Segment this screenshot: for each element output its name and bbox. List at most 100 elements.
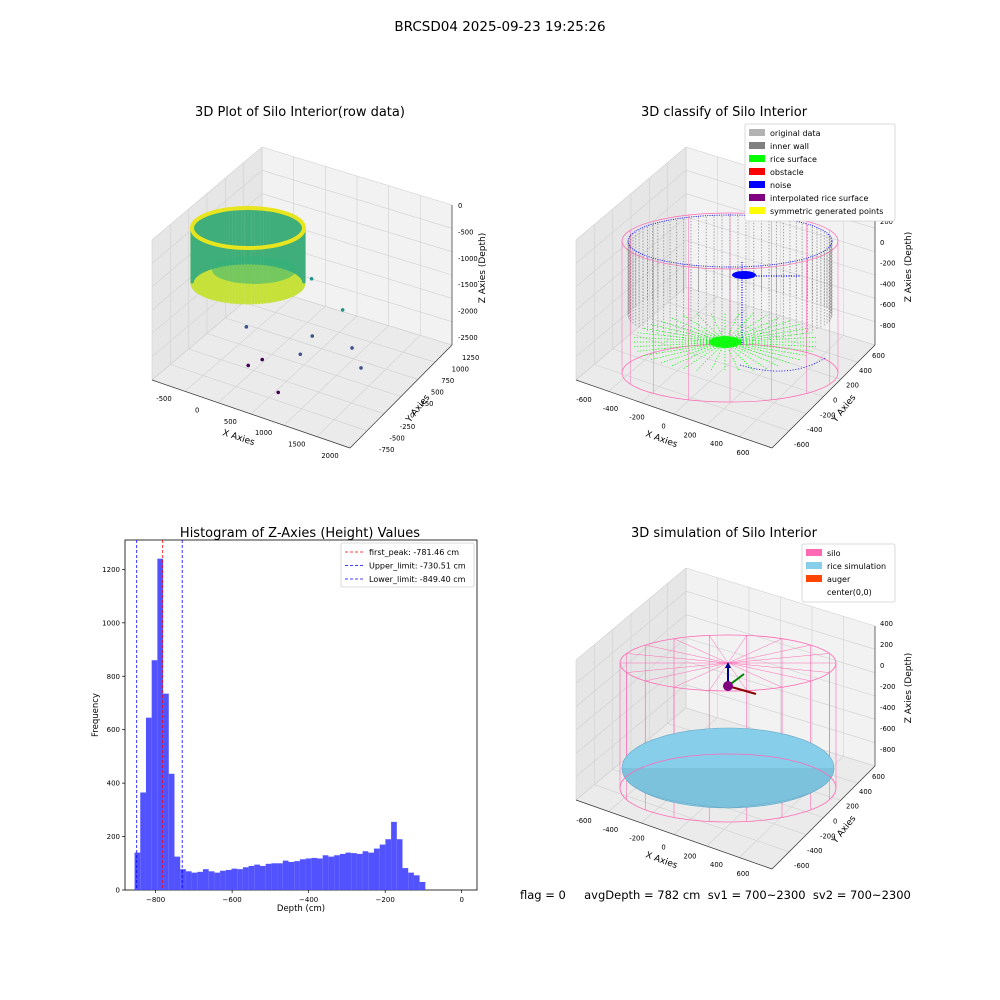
classify-legend-entry-swatch [749,129,765,136]
sim-y-tick: -600 [794,862,809,870]
raw-x-tick: -500 [156,395,171,403]
raw-outlier-point [298,352,303,357]
grid-line [685,286,876,346]
raw-z-tick: 0 [458,202,462,210]
raw-x-tick: 2000 [321,452,338,460]
grid-line [575,146,687,241]
grid-line [243,302,436,363]
classify-legend-entry-swatch [749,168,765,175]
classify-surface-center [709,336,741,348]
classify-y-tick: -600 [794,441,809,449]
classify-noise-rim [627,214,833,268]
sim-legend-entry-label: center(0,0) [827,588,872,597]
classify-surface-point [724,341,791,364]
raw-outlier-point [246,363,251,368]
classify-x-tick: 400 [710,440,723,448]
sim-z-tick: -200 [880,683,895,691]
sim-x-tick: -600 [576,817,591,825]
sim-tick-labels: -600-400-2000200400600-600-400-200020040… [576,620,895,878]
classify-legend-entry-label: obstacle [770,168,804,177]
hist-bar [351,853,357,890]
classify-tick-labels: -600-400-2000200400600-600-400-200020040… [576,218,895,457]
hist-bar [151,660,158,890]
hist-bar [231,868,238,890]
classify-legend-entry-label: interpolated rice surface [770,194,868,203]
hist-bar [145,717,152,890]
sim-center-marker [723,681,733,691]
raw-y-tick: -750 [379,446,394,454]
classify-surface-point [710,312,726,343]
sim-z-tick: 200 [880,641,893,649]
sim-legend-entry-swatch [806,588,822,595]
grid-line [575,170,687,264]
hist-x-tick-label: −600 [223,896,242,904]
classify-zlabel: Z Axies (Depth) [904,232,914,303]
classify-y-tick: -400 [807,426,822,434]
hist-y-tick-label: 400 [107,780,120,788]
raw-top-rim [190,206,306,250]
sim-silo-spoke [727,662,747,691]
sim-silo-spoke [626,653,729,664]
hist-y-tick-label: 800 [107,673,120,681]
classify-legend-entry-label: rice surface [770,155,817,164]
raw-y-tick: 500 [431,389,444,397]
hist-bar [277,863,283,890]
classify-surface-point [724,341,740,372]
panel-simulation: 3D simulation of Silo Interior -600 -400 -… [575,526,914,878]
hist-x-tick-label: −200 [376,896,395,904]
sim-y-tick: 200 [846,803,859,811]
hist-bar [140,792,146,890]
raw-outlier-point [359,366,363,370]
classify-y-tick: 600 [872,352,885,360]
sim-silo-spoke [727,638,783,664]
panel-histogram: Histogram of Z-Axies (Height) Values −80… [91,526,478,914]
raw-outlier-point [260,357,265,362]
classify-y-tick: 200 [846,382,859,390]
hist-bar [396,839,403,890]
raw-x-tick: 1000 [255,429,272,437]
panel-raw-title: 3D Plot of Silo Interior(row data) [195,105,405,120]
sim-z-tick: -400 [880,704,895,712]
raw-outlier-point [276,390,281,395]
hist-bar [385,839,392,890]
hist-bar [288,861,295,890]
sim-x-tick: -400 [603,826,618,834]
panel-classify-title: 3D classify of Silo Interior [641,105,808,120]
sim-legend-entry-swatch [806,562,822,569]
hist-bar [265,863,272,890]
hist-y-tick-label: 600 [107,726,120,734]
sim-silo-spoke [727,635,747,664]
classify-x-tick: 600 [737,449,750,457]
hist-x-tick-label: −400 [299,896,318,904]
sim-y-tick: -400 [807,847,822,855]
sim-x-tick: 200 [684,852,697,860]
raw-tick-labels: -5000500100015002000-750-500-25002505007… [156,202,479,460]
axis-y-line [771,765,876,870]
axis-x-line [575,799,773,870]
sim-silo-spoke [709,662,729,691]
grid-line [575,567,687,661]
hist-bar [379,844,386,890]
raw-x-tick: 1500 [288,441,305,449]
sim-legend-entry-label: rice simulation [827,562,886,571]
classify-legend-entry-label: original data [770,129,821,138]
sim-y-tick: 600 [872,773,885,781]
raw-z-tick: -1000 [458,255,478,263]
classify-surface-point [642,341,726,357]
sim-x-tick: -200 [629,835,644,843]
sim-silo-spoke [727,662,811,682]
raw-z-tick: -500 [458,228,473,236]
raw-y-tick: -250 [400,423,415,431]
sim-legend-entry-swatch [806,549,822,556]
hist-bar [311,857,317,890]
panel-sim-title: 3D simulation of Silo Interior [631,526,818,541]
hist-ticks: −800 −600 −400 −200 0 0 200 400 600 800 1000 1200 [102,566,464,904]
hist-bar [316,858,323,890]
sim-z-tick: 0 [880,662,884,670]
sim-legend-entry-frame [801,543,896,603]
raw-outlier-point [309,276,314,281]
sim-silo-spoke [709,635,729,664]
classify-surface-point [724,320,791,343]
classify-surface-point [724,314,767,343]
